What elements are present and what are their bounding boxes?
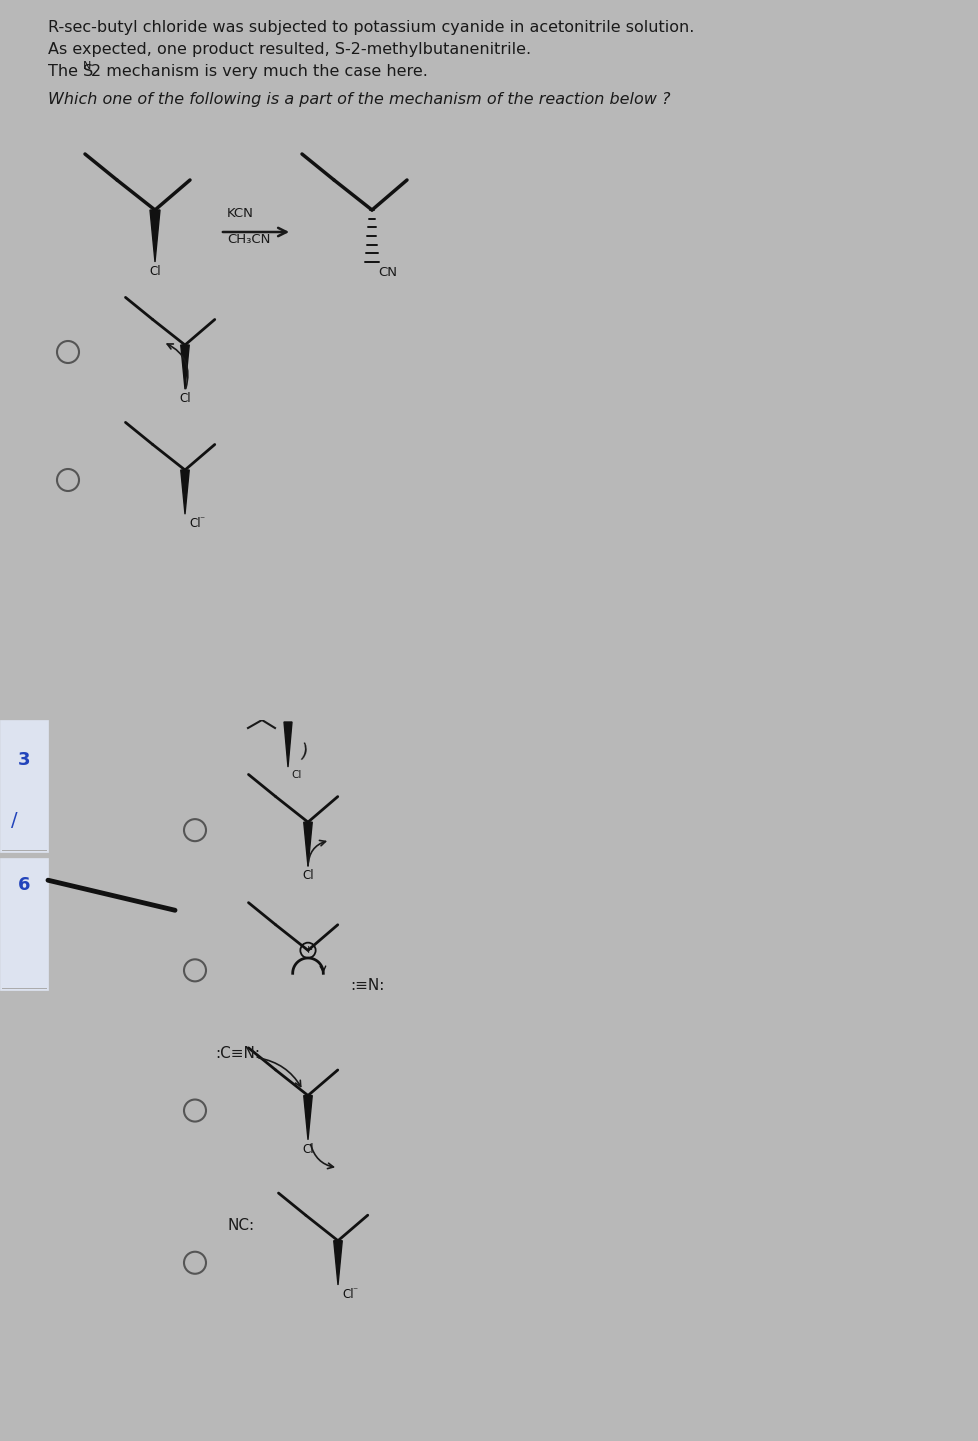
Text: N: N	[83, 61, 91, 71]
Text: ⁻: ⁻	[352, 1285, 357, 1295]
Polygon shape	[181, 344, 189, 389]
Text: ): )	[297, 742, 308, 762]
Text: :≡N:: :≡N:	[350, 978, 384, 993]
FancyArrowPatch shape	[310, 1144, 333, 1169]
Text: NC:: NC:	[228, 1218, 255, 1233]
Text: Cl: Cl	[179, 392, 191, 405]
Text: R-sec-butyl chloride was subjected to potassium cyanide in acetonitrile solution: R-sec-butyl chloride was subjected to po…	[48, 20, 693, 35]
Text: Which one of the following is a part of the mechanism of the reaction below ?: Which one of the following is a part of …	[48, 92, 670, 107]
Text: Cl: Cl	[149, 265, 160, 278]
Text: Cl: Cl	[290, 769, 301, 780]
Text: Cl: Cl	[341, 1288, 353, 1301]
FancyArrowPatch shape	[258, 1058, 300, 1087]
Text: CN: CN	[378, 267, 397, 280]
Text: Cl: Cl	[189, 517, 200, 530]
Text: KCN: KCN	[227, 208, 253, 220]
Bar	[0, 720, 48, 852]
Text: :C≡N:: :C≡N:	[215, 1046, 260, 1061]
Polygon shape	[333, 1241, 342, 1285]
Text: 6: 6	[18, 876, 30, 895]
Text: ⁻: ⁻	[200, 516, 204, 525]
Text: CH₃CN: CH₃CN	[227, 233, 270, 246]
Text: Cl: Cl	[302, 1143, 314, 1156]
Text: +: +	[303, 945, 312, 955]
Text: /: /	[11, 811, 18, 830]
Polygon shape	[181, 470, 189, 514]
FancyArrowPatch shape	[320, 965, 326, 973]
Polygon shape	[303, 1095, 312, 1140]
FancyArrowPatch shape	[308, 840, 326, 866]
FancyArrowPatch shape	[167, 344, 188, 389]
Text: 2 mechanism is very much the case here.: 2 mechanism is very much the case here.	[91, 63, 427, 79]
Bar	[0, 859, 48, 990]
Text: Cl: Cl	[302, 869, 314, 882]
Text: 3: 3	[18, 751, 30, 769]
Text: As expected, one product resulted, S-2-methylbutanenitrile.: As expected, one product resulted, S-2-m…	[48, 42, 531, 58]
Polygon shape	[303, 823, 312, 866]
Polygon shape	[150, 210, 159, 262]
Text: The S: The S	[48, 63, 93, 79]
Polygon shape	[284, 722, 291, 767]
